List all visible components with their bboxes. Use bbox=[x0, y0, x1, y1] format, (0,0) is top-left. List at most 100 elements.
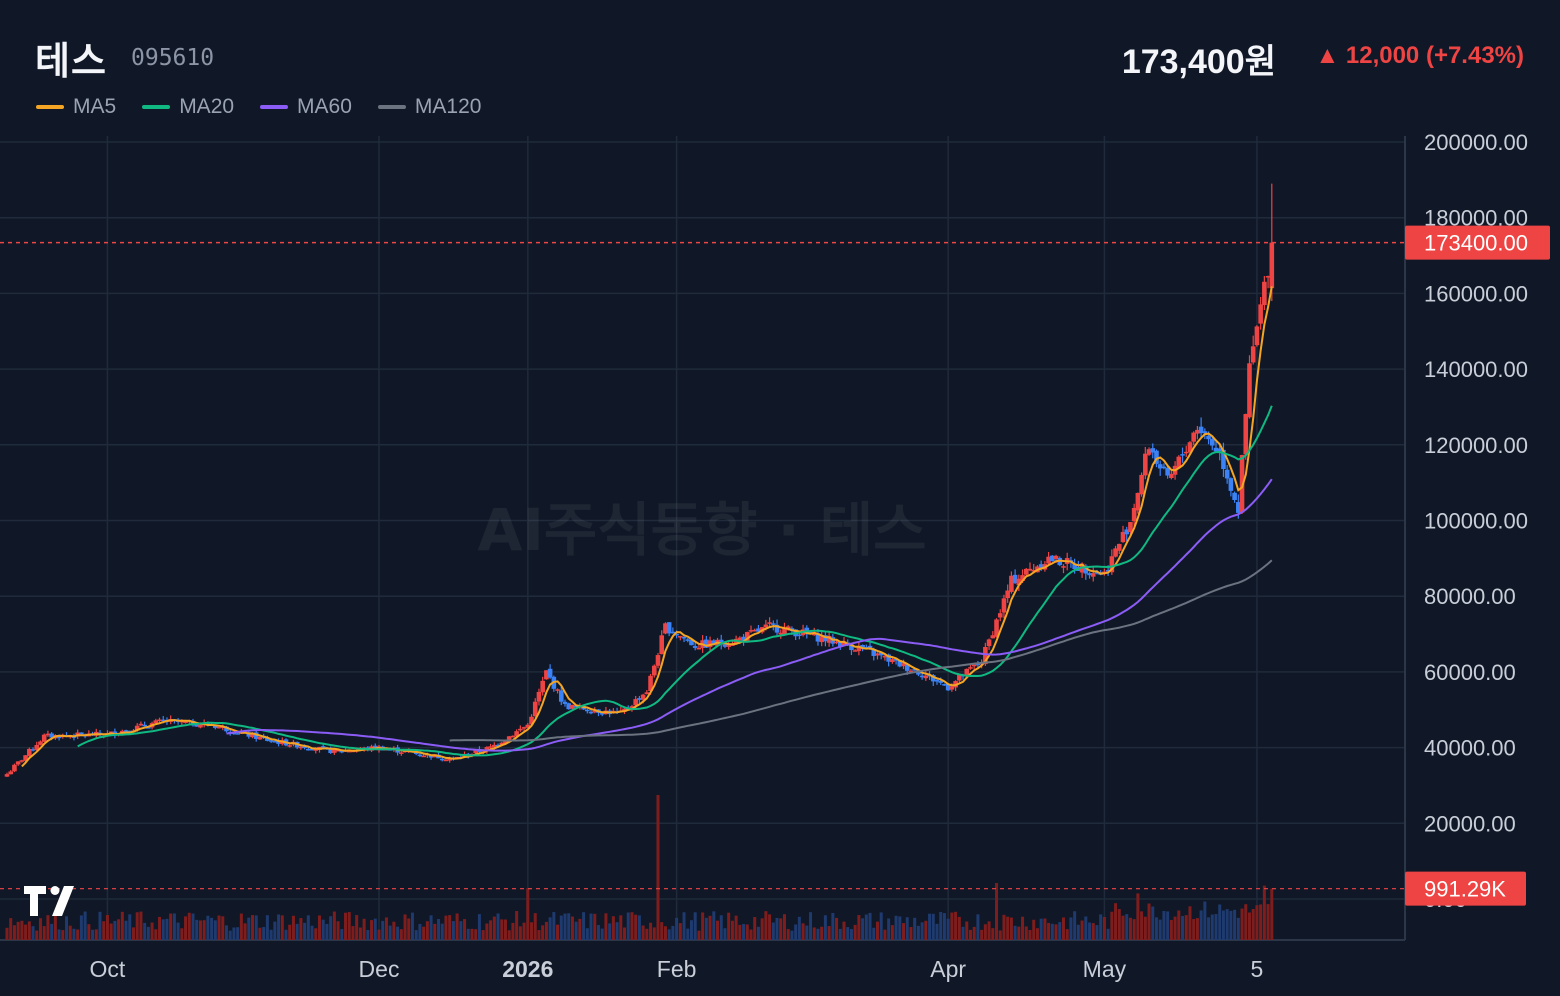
volume-bar bbox=[213, 920, 217, 940]
volume-bar bbox=[1188, 906, 1192, 940]
volume-bar bbox=[775, 917, 779, 940]
volume-bar bbox=[161, 919, 165, 940]
candle-body bbox=[439, 758, 445, 761]
candle-body bbox=[540, 680, 545, 693]
ma5-line bbox=[21, 286, 1273, 768]
candle-body bbox=[1005, 590, 1010, 599]
candle-body bbox=[1072, 564, 1077, 569]
volume-bar bbox=[954, 911, 958, 940]
candle-body bbox=[964, 668, 970, 677]
legend-ma5[interactable]: MA5 bbox=[36, 95, 116, 119]
candle-body bbox=[797, 634, 802, 636]
volume-bar bbox=[1218, 904, 1222, 940]
volume-bar bbox=[358, 927, 362, 940]
volume-bar bbox=[198, 920, 202, 940]
volume-bar bbox=[481, 930, 485, 940]
candle-body bbox=[558, 690, 564, 702]
volume-bar bbox=[448, 915, 452, 940]
candle-body bbox=[224, 726, 229, 732]
candle-body bbox=[253, 732, 259, 739]
volume-bar bbox=[671, 925, 675, 940]
volume-bar bbox=[968, 929, 972, 940]
volume-bar bbox=[853, 924, 857, 940]
volume-bar bbox=[950, 912, 954, 940]
volume-bar bbox=[336, 921, 340, 940]
volume-bar bbox=[418, 923, 422, 940]
ma60-line bbox=[226, 478, 1273, 752]
candle-body bbox=[1217, 448, 1223, 452]
volume-bar bbox=[868, 912, 872, 940]
volume-bar bbox=[619, 915, 623, 940]
volume-bar bbox=[381, 920, 385, 940]
volume-bar bbox=[492, 916, 496, 940]
legend-swatch-ma120 bbox=[377, 105, 406, 109]
candle-body bbox=[599, 713, 605, 715]
candle-body bbox=[506, 736, 512, 741]
volume-bar bbox=[500, 919, 504, 940]
volume-bar bbox=[939, 912, 943, 940]
volume-bar bbox=[537, 930, 541, 940]
ma120-line bbox=[449, 559, 1273, 742]
volume-bar bbox=[660, 922, 664, 940]
legend-ma120[interactable]: MA120 bbox=[377, 95, 481, 119]
volume-bar bbox=[556, 924, 560, 940]
volume-bar bbox=[65, 916, 69, 940]
candle-body bbox=[1087, 573, 1092, 576]
candle-body bbox=[320, 746, 326, 748]
volume-bar bbox=[414, 930, 418, 940]
legend-ma20[interactable]: MA20 bbox=[142, 95, 234, 119]
volume-bar bbox=[548, 917, 552, 940]
candle-body bbox=[908, 670, 914, 673]
price-tick-label: 200000.00 bbox=[1424, 130, 1528, 155]
candle-body bbox=[882, 655, 888, 658]
candle-body bbox=[525, 724, 531, 728]
candle-body bbox=[19, 760, 25, 762]
volume-bar bbox=[842, 921, 846, 940]
volume-bar bbox=[1259, 904, 1263, 940]
candle-body bbox=[332, 749, 337, 753]
candle-body bbox=[815, 633, 821, 642]
candle-body bbox=[495, 744, 501, 747]
candle-body bbox=[651, 665, 657, 676]
volume-bar bbox=[1028, 930, 1032, 940]
candle-body bbox=[730, 644, 735, 646]
volume-bar bbox=[206, 915, 210, 940]
volume-bar bbox=[570, 916, 574, 940]
stock-name: 테스 bbox=[35, 41, 107, 83]
candle-body bbox=[1183, 451, 1189, 454]
volume-bar bbox=[604, 913, 608, 940]
volume-bar bbox=[1073, 911, 1077, 940]
candle-body bbox=[826, 635, 832, 643]
candle-body bbox=[573, 705, 579, 708]
candle-body bbox=[1262, 281, 1267, 306]
candle-body bbox=[157, 719, 162, 722]
volume-bar bbox=[913, 917, 917, 940]
volume-bar bbox=[1207, 917, 1211, 940]
time-tick-label: Feb bbox=[657, 956, 697, 982]
volume-bar bbox=[306, 915, 310, 940]
candle-body bbox=[1120, 531, 1126, 543]
volume-bar bbox=[466, 928, 470, 940]
candle-body bbox=[692, 646, 698, 648]
ma-legend: MA5 MA20 MA60 MA120 bbox=[36, 95, 481, 119]
volume-bar bbox=[1058, 922, 1062, 940]
candle-body bbox=[1131, 507, 1137, 522]
volume-bar bbox=[626, 912, 630, 940]
volume-bar bbox=[451, 921, 455, 940]
volume-bar bbox=[184, 916, 188, 940]
volume-bar bbox=[1061, 917, 1065, 940]
legend-ma60[interactable]: MA60 bbox=[260, 95, 352, 119]
candle-body bbox=[146, 727, 151, 729]
volume-bar bbox=[355, 915, 359, 940]
candle-body bbox=[213, 725, 218, 728]
candle-body bbox=[473, 749, 479, 754]
volume-bar bbox=[236, 927, 240, 940]
candle-body bbox=[1206, 435, 1211, 440]
candle-body bbox=[555, 689, 560, 691]
volume-bar bbox=[924, 920, 928, 940]
volume-bar bbox=[344, 912, 348, 940]
volume-bar bbox=[920, 922, 924, 940]
candle-body bbox=[696, 647, 702, 650]
volume-bar bbox=[872, 927, 876, 940]
